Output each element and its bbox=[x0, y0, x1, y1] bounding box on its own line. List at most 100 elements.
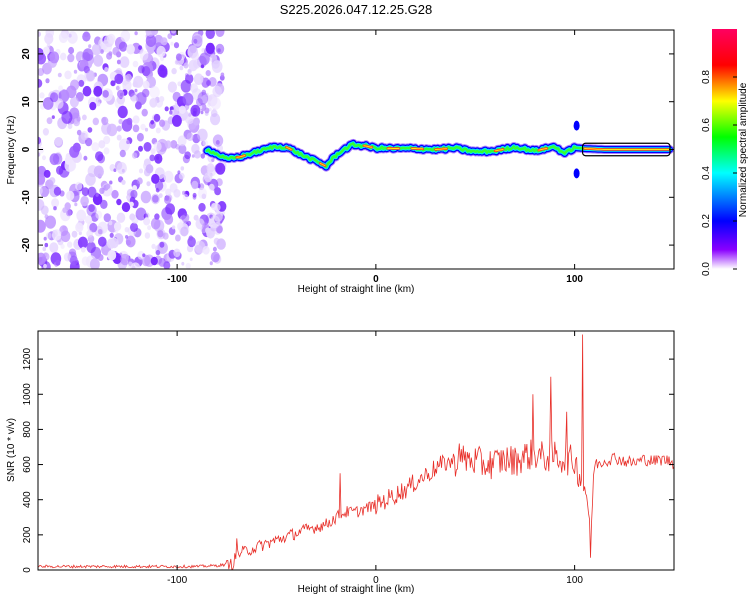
noise-blob bbox=[183, 62, 189, 69]
noise-blob bbox=[108, 51, 113, 56]
noise-blob bbox=[154, 213, 160, 220]
noise-blob bbox=[38, 146, 44, 154]
noise-blob bbox=[61, 110, 73, 124]
noise-blob bbox=[164, 195, 172, 205]
y-tick-label: 0 bbox=[22, 567, 33, 573]
noise-blob bbox=[212, 134, 224, 147]
noise-blob bbox=[101, 183, 113, 197]
noise-blob bbox=[116, 125, 122, 132]
noise-blob bbox=[74, 202, 78, 207]
noise-blob bbox=[81, 187, 90, 197]
colorbar-tick-label: 0.0 bbox=[701, 262, 712, 276]
noise-blob bbox=[215, 162, 226, 175]
colorbar-gradient bbox=[712, 29, 737, 269]
noise-blob bbox=[142, 253, 146, 258]
noise-blob bbox=[197, 91, 209, 105]
noise-blob bbox=[49, 51, 60, 64]
noise-blob bbox=[91, 43, 102, 56]
signal-spur bbox=[573, 168, 580, 179]
noise-blob bbox=[42, 155, 46, 161]
noise-blob bbox=[200, 110, 204, 115]
noise-blob bbox=[96, 101, 101, 107]
noise-blob bbox=[174, 60, 179, 65]
noise-blob bbox=[159, 241, 165, 248]
noise-blob bbox=[152, 195, 159, 203]
noise-blob bbox=[68, 46, 75, 55]
noise-blob bbox=[77, 236, 88, 249]
noise-blob bbox=[151, 243, 156, 250]
noise-blob bbox=[69, 255, 78, 266]
noise-blob bbox=[75, 222, 84, 233]
noise-blob bbox=[170, 140, 178, 149]
noise-blob bbox=[144, 232, 151, 239]
noise-blob bbox=[191, 180, 199, 190]
y-tick-label: -20 bbox=[21, 237, 32, 252]
noise-blob bbox=[173, 248, 181, 258]
noise-blob bbox=[130, 262, 141, 269]
noise-blob bbox=[153, 34, 164, 47]
noise-blob bbox=[211, 60, 223, 73]
noise-blob bbox=[120, 30, 131, 42]
noise-blob bbox=[116, 212, 126, 223]
noise-blob bbox=[197, 128, 208, 142]
noise-blob bbox=[106, 33, 116, 44]
noise-blob bbox=[51, 115, 55, 119]
noise-blob bbox=[219, 74, 225, 81]
noise-blob bbox=[131, 152, 138, 159]
noise-blob bbox=[202, 246, 210, 255]
noise-blob bbox=[70, 79, 80, 91]
noise-blob bbox=[188, 235, 194, 241]
noise-blob bbox=[181, 261, 185, 266]
signal-peak-core bbox=[435, 148, 448, 150]
noise-blob bbox=[54, 98, 64, 109]
noise-blob bbox=[69, 145, 80, 158]
noise-blob bbox=[40, 205, 49, 215]
noise-blob bbox=[208, 183, 215, 191]
noise-blob bbox=[181, 213, 190, 223]
noise-blob bbox=[82, 114, 87, 121]
x-tick-label: 100 bbox=[566, 575, 583, 586]
signal-spur bbox=[573, 120, 580, 131]
noise-blob bbox=[95, 97, 101, 103]
noise-blob bbox=[149, 98, 158, 108]
noise-blob bbox=[138, 45, 143, 50]
noise-blob bbox=[51, 229, 62, 241]
noise-blob bbox=[97, 229, 103, 235]
y-tick-label: 10 bbox=[21, 96, 32, 108]
noise-blob bbox=[137, 65, 145, 74]
noise-blob bbox=[88, 44, 92, 49]
noise-blob bbox=[43, 236, 47, 241]
noise-blob bbox=[145, 30, 156, 37]
signal-peak-core bbox=[285, 146, 292, 151]
noise-blob bbox=[193, 117, 200, 126]
noise-blob bbox=[101, 122, 112, 135]
noise-blob bbox=[159, 68, 168, 79]
noise-blob bbox=[87, 127, 93, 133]
noise-blob bbox=[38, 136, 42, 145]
y-tick-label: 1000 bbox=[22, 383, 33, 406]
colorbar-tick-label: 0.6 bbox=[701, 118, 712, 132]
noise-blob bbox=[192, 192, 197, 198]
noise-blob bbox=[205, 227, 211, 234]
noise-blob bbox=[204, 172, 213, 183]
noise-blob bbox=[95, 151, 104, 162]
noise-blob bbox=[64, 70, 72, 80]
noise-blob bbox=[143, 217, 151, 226]
noise-blob bbox=[53, 206, 57, 211]
noise-blob bbox=[205, 30, 215, 39]
noise-blob bbox=[92, 117, 100, 126]
noise-blob bbox=[178, 144, 187, 155]
snr-ylabel: SNR (10 * v/v) bbox=[6, 418, 17, 482]
signal-peak-core bbox=[319, 162, 326, 167]
noise-blob bbox=[216, 225, 223, 234]
signal-peak-core bbox=[538, 147, 548, 151]
noise-blob bbox=[159, 96, 165, 103]
noise-blob bbox=[106, 238, 116, 249]
noise-blob bbox=[64, 159, 76, 172]
noise-blob bbox=[69, 96, 79, 108]
noise-blob bbox=[131, 95, 138, 103]
noise-blob bbox=[103, 135, 111, 145]
spectrogram-ylabel: Frequency (Hz) bbox=[6, 116, 17, 185]
noise-blob bbox=[200, 153, 205, 159]
noise-blob bbox=[99, 187, 105, 194]
